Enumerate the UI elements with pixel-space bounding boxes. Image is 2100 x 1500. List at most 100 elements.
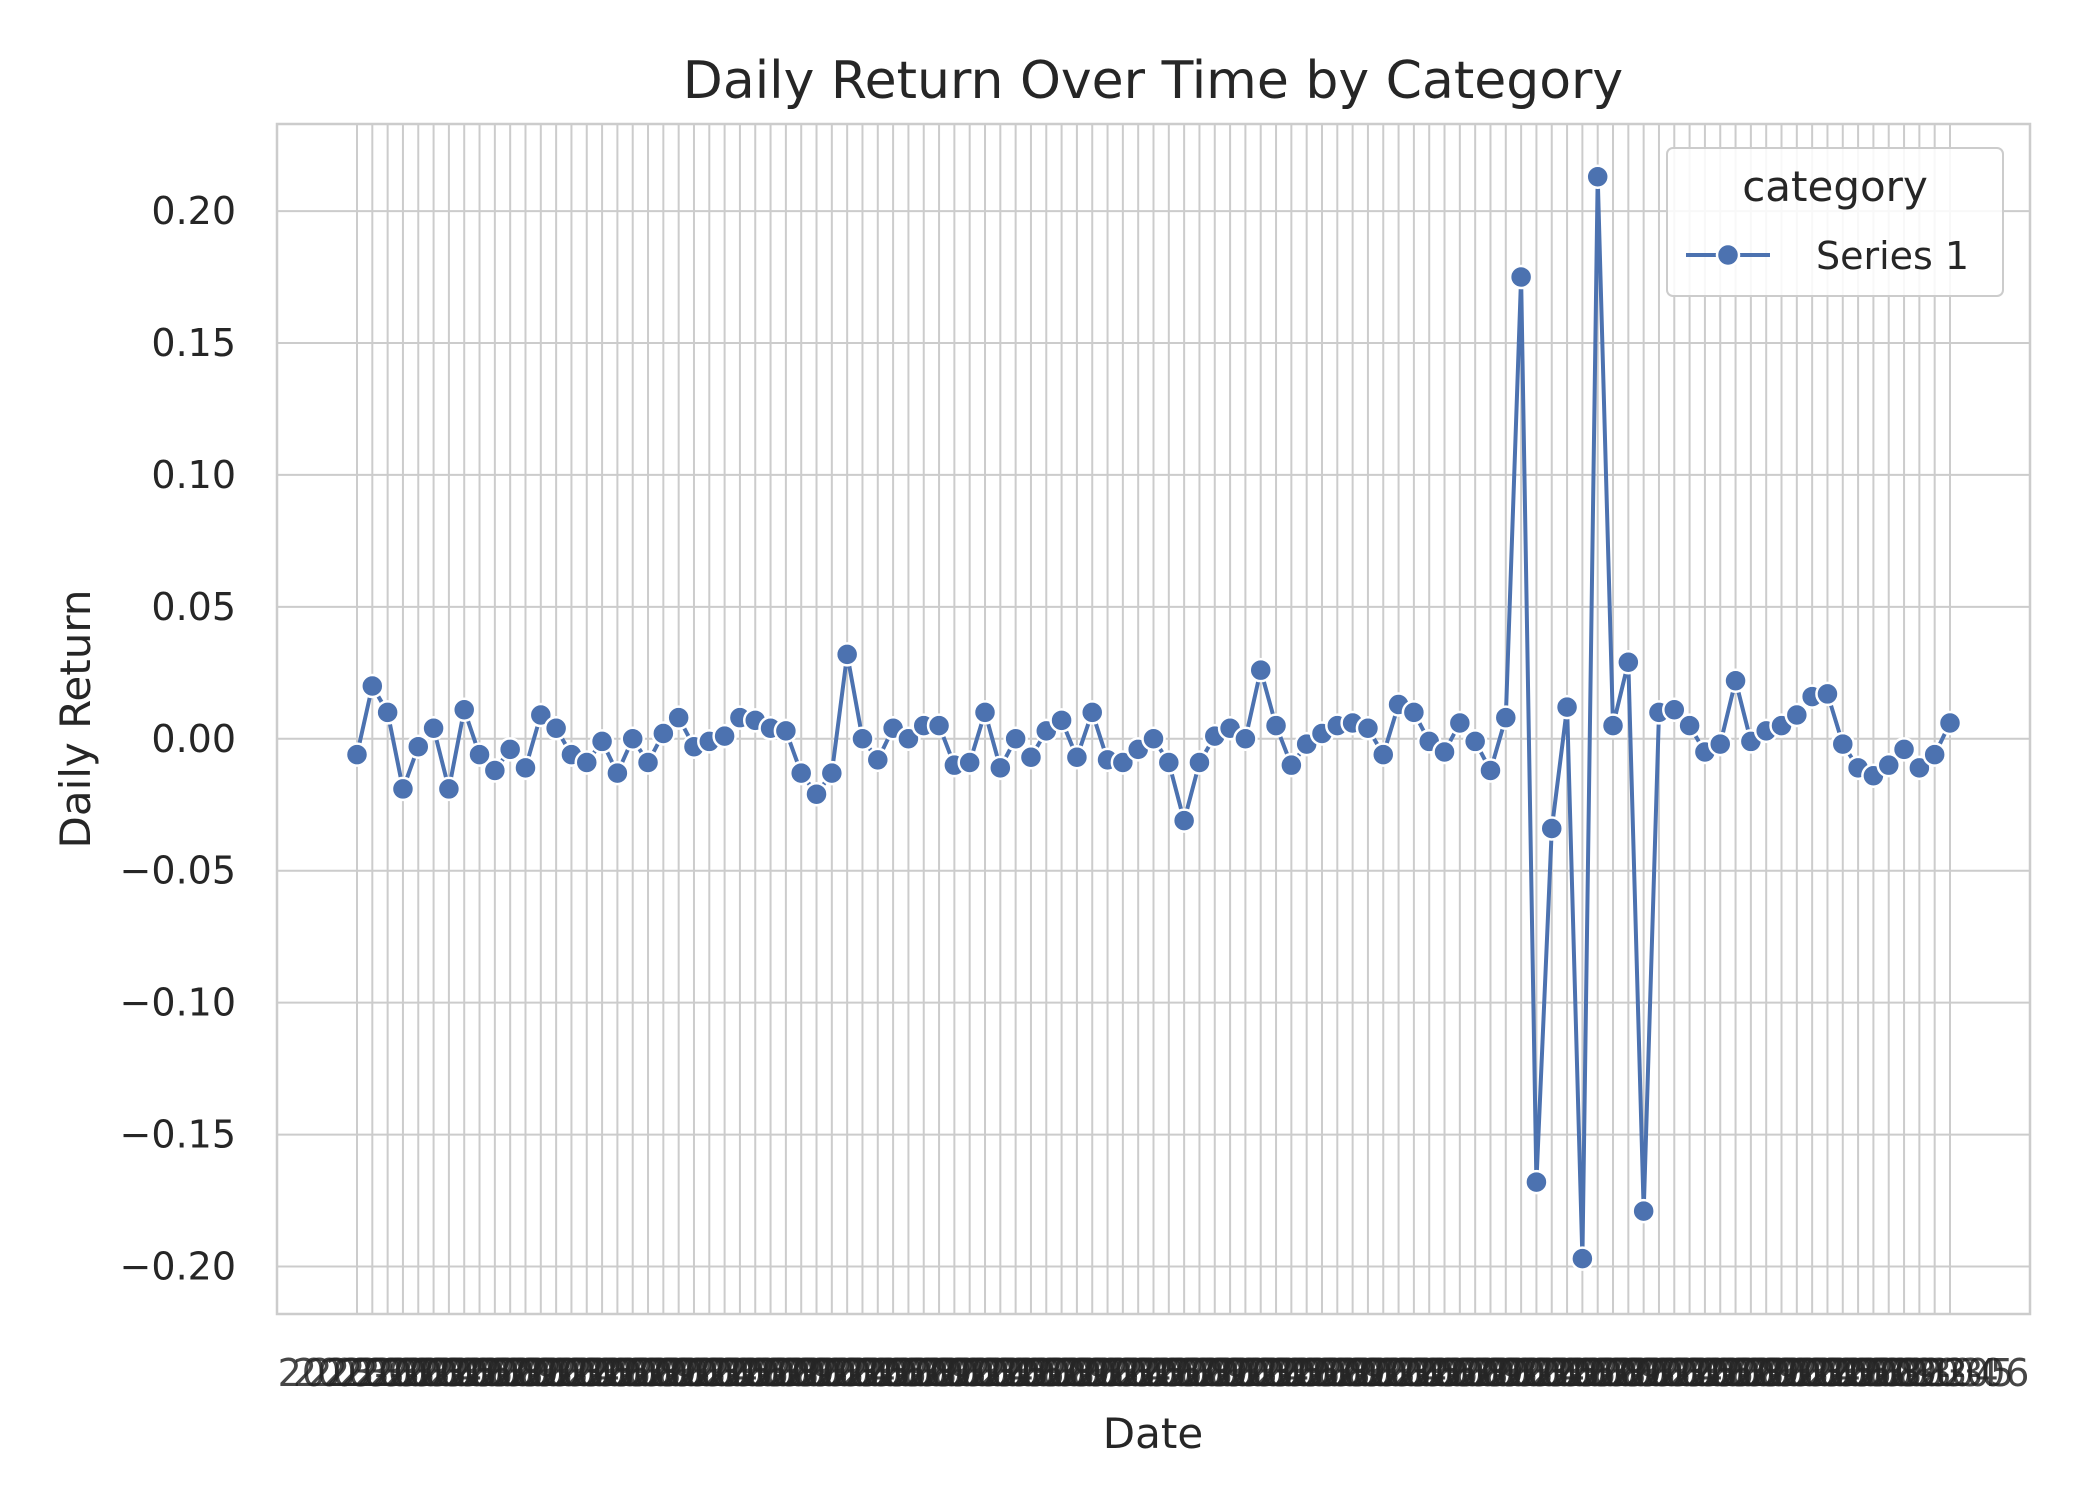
y-tick-label: −0.15 bbox=[120, 1113, 236, 1157]
x-tick-label: 2023-04 bbox=[1289, 1351, 1448, 1395]
x-tick-label: 2023-05 bbox=[1580, 1351, 1739, 1395]
x-tick-label: 2023-06 bbox=[492, 1351, 651, 1395]
data-point bbox=[1432, 739, 1457, 765]
data-point bbox=[666, 705, 691, 730]
data-point bbox=[1079, 700, 1105, 725]
x-tick-label: 2023-04 bbox=[1702, 1351, 1861, 1395]
data-point bbox=[1677, 713, 1702, 738]
x-tick-label: 2023-08 bbox=[936, 1351, 1095, 1395]
data-point bbox=[1018, 745, 1044, 770]
data-point bbox=[1616, 650, 1641, 675]
legend-series-label: Series 1 bbox=[1816, 234, 1969, 278]
x-tick-label: 2023-09 bbox=[538, 1351, 697, 1395]
x-tick-label: 2023-07 bbox=[1335, 1351, 1494, 1395]
x-tick-label: 2023-01 bbox=[1518, 1351, 1677, 1395]
x-tick-label: 2023-06 bbox=[1871, 1351, 2030, 1395]
x-tick-label: 2023-02 bbox=[1534, 1351, 1693, 1395]
data-point bbox=[482, 758, 508, 783]
x-tick-label: 2023-07 bbox=[921, 1351, 1080, 1395]
data-point bbox=[1003, 726, 1028, 752]
data-point bbox=[1049, 708, 1074, 733]
x-tick-label: 2023-09 bbox=[1503, 1351, 1662, 1395]
x-tick-label: 2023-07 bbox=[370, 1351, 529, 1395]
x-tick-label: 2023-03 bbox=[446, 1351, 605, 1395]
data-point bbox=[896, 726, 921, 752]
x-tick-label: 2023-02 bbox=[293, 1351, 452, 1395]
legend-series-marker bbox=[1715, 242, 1741, 268]
x-tick-label: 2023-02 bbox=[431, 1351, 590, 1395]
chart-title: Daily Return Over Time by Category bbox=[683, 51, 1623, 111]
x-tick-label: 2023-04 bbox=[324, 1351, 483, 1395]
x-tick-label: 2023-08 bbox=[1074, 1351, 1233, 1395]
x-tick-label: 2023-01 bbox=[691, 1351, 850, 1395]
x-tick-label: 2023-07 bbox=[783, 1351, 942, 1395]
x-tick-label: 2023-02 bbox=[1671, 1351, 1830, 1395]
x-tick-label: 2023-06 bbox=[1457, 1351, 1616, 1395]
x-tick-label: 2023-07 bbox=[645, 1351, 804, 1395]
data-point bbox=[819, 760, 845, 786]
data-point bbox=[1279, 752, 1304, 778]
x-tick-label: 2023-05 bbox=[1028, 1351, 1187, 1395]
data-point bbox=[1233, 726, 1258, 752]
x-tick-label: 2023-01 bbox=[278, 1351, 437, 1395]
x-tick-label: 2023-08 bbox=[385, 1351, 544, 1395]
x-tick-label: 2023-07 bbox=[1472, 1351, 1631, 1395]
x-tick-label: 2023-01 bbox=[829, 1351, 988, 1395]
x-tick-label: 2023-06 bbox=[768, 1351, 927, 1395]
data-point bbox=[589, 729, 615, 754]
x-tick-label: 2023-08 bbox=[523, 1351, 682, 1395]
x-tick-label: 2023-01 bbox=[967, 1351, 1126, 1395]
y-tick-label: 0.00 bbox=[151, 717, 236, 761]
x-tick-label: 2023-08 bbox=[798, 1351, 957, 1395]
x-tick-label: 2023-04 bbox=[1840, 1351, 1999, 1395]
x-tick-label: 2023-04 bbox=[461, 1351, 620, 1395]
x-tick-label: 2023-01 bbox=[553, 1351, 712, 1395]
legend: category Series 1 bbox=[1666, 147, 2004, 297]
y-tick-label: 0.05 bbox=[151, 585, 236, 629]
data-point bbox=[1447, 710, 1473, 736]
x-tick-label: 2023-09 bbox=[1089, 1351, 1248, 1395]
data-point bbox=[1815, 681, 1840, 707]
x-tick-label: 2023-05 bbox=[477, 1351, 636, 1395]
data-point bbox=[651, 721, 676, 746]
x-tick-label: 2023-06 bbox=[906, 1351, 1065, 1395]
y-tick-label: 0.15 bbox=[151, 321, 236, 365]
x-tick-label: 2023-03 bbox=[998, 1351, 1157, 1395]
data-point bbox=[1508, 264, 1534, 290]
y-tick-label: −0.05 bbox=[120, 849, 236, 893]
data-point bbox=[926, 713, 952, 738]
x-tick-label: 2023-08 bbox=[1212, 1351, 1371, 1395]
x-tick-label: 2023-04 bbox=[1151, 1351, 1310, 1395]
y-tick-label: −0.20 bbox=[120, 1245, 236, 1289]
x-tick-label: 2023-08 bbox=[1488, 1351, 1647, 1395]
data-point bbox=[1570, 1246, 1595, 1271]
x-tick-label: 2023-05 bbox=[1166, 1351, 1325, 1395]
data-point bbox=[1493, 705, 1519, 730]
x-tick-label: 2023-03 bbox=[1411, 1351, 1570, 1395]
data-point bbox=[1723, 668, 1748, 693]
x-tick-label: 2023-03 bbox=[722, 1351, 881, 1395]
data-point bbox=[865, 747, 891, 773]
x-tick-label: 2023-04 bbox=[1426, 1351, 1585, 1395]
data-point bbox=[528, 702, 554, 728]
data-point bbox=[620, 726, 645, 752]
data-point bbox=[773, 718, 799, 744]
data-point bbox=[513, 755, 538, 781]
x-tick-label: 2023-09 bbox=[1365, 1351, 1524, 1395]
x-tick-label: 2023-05 bbox=[1717, 1351, 1876, 1395]
data-point bbox=[467, 742, 492, 767]
data-point bbox=[360, 673, 385, 699]
x-tick-label: 2023-06 bbox=[630, 1351, 789, 1395]
data-point bbox=[712, 723, 737, 749]
y-tick-label: 0.20 bbox=[151, 189, 236, 233]
data-point bbox=[390, 776, 416, 802]
data-point bbox=[972, 700, 998, 725]
x-tick-label: 2023-04 bbox=[1013, 1351, 1172, 1395]
x-tick-labels: 2023-012023-022023-032023-042023-052023-… bbox=[278, 1351, 2030, 1395]
x-tick-label: 2023-06 bbox=[354, 1351, 513, 1395]
data-point bbox=[1539, 816, 1564, 841]
data-point bbox=[1876, 752, 1901, 778]
data-point bbox=[988, 755, 1013, 781]
data-point bbox=[1248, 657, 1273, 683]
